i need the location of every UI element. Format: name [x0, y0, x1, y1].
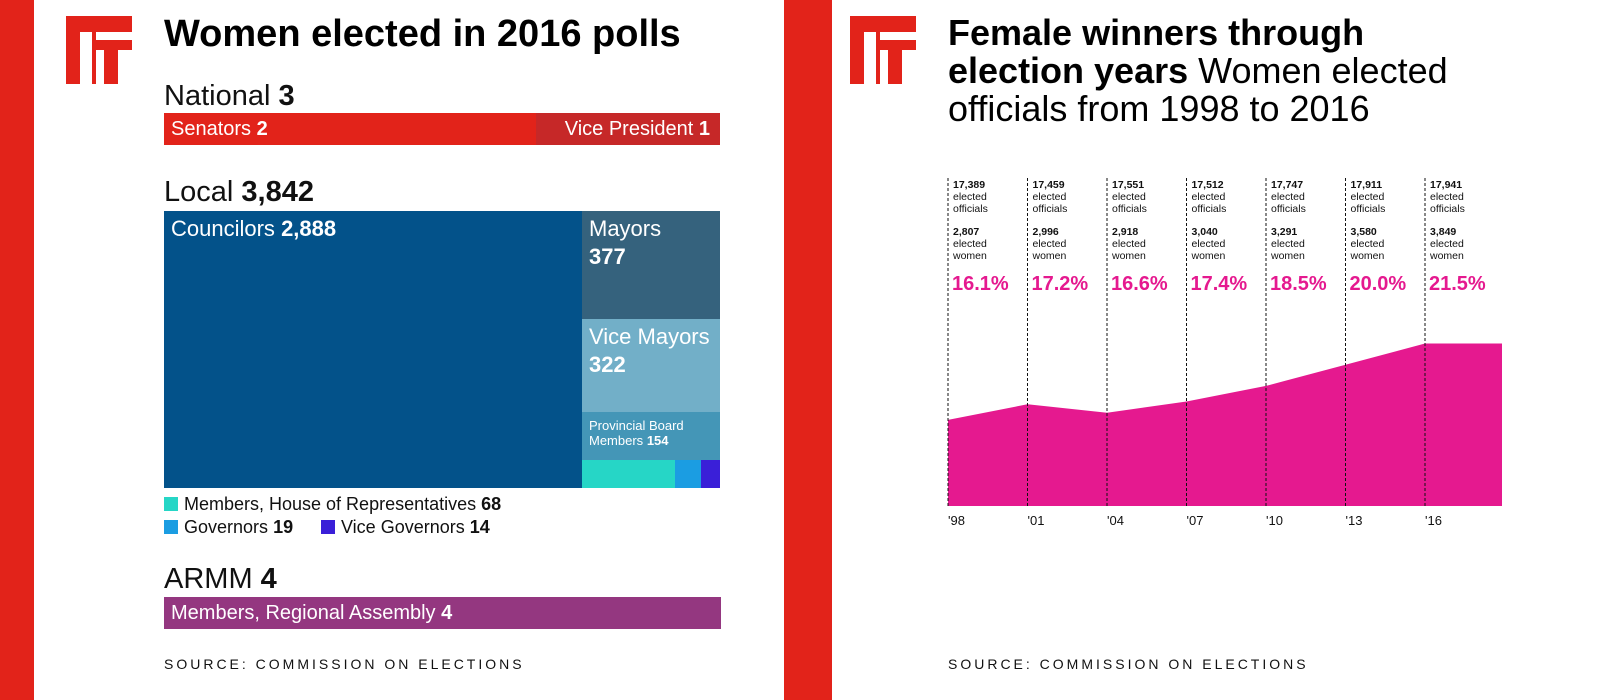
percent-label: 21.5%: [1429, 273, 1486, 295]
area-chart: 17,389electedofficials2,807electedwomen1…: [947, 178, 1502, 528]
x-tick-label: '10: [1266, 513, 1283, 528]
elected-officials-label: officials: [1351, 203, 1386, 215]
house-reps-block: [582, 460, 675, 488]
elected-officials-value: 17,459: [1033, 179, 1065, 191]
national-bar: Senators 2 Vice President 1: [164, 113, 720, 145]
elected-officials-label: officials: [1192, 203, 1227, 215]
x-tick-label: '98: [948, 513, 965, 528]
elected-officials-label: elected: [1351, 191, 1385, 203]
left-title: Women elected in 2016 polls: [164, 13, 681, 55]
elected-women-label: elected: [1351, 238, 1385, 250]
women-share-area: [948, 343, 1502, 506]
elected-women-label: women: [1032, 250, 1067, 262]
elected-officials-value: 17,389: [953, 179, 985, 191]
elected-women-label: elected: [1192, 238, 1226, 250]
armm-bar: Members, Regional Assembly 4: [164, 597, 721, 629]
elected-women-value: 3,291: [1271, 226, 1297, 238]
x-tick-label: '07: [1187, 513, 1204, 528]
x-tick-label: '01: [1028, 513, 1045, 528]
elected-women-label: women: [1111, 250, 1146, 262]
elected-officials-value: 17,512: [1192, 179, 1224, 191]
vice-president-label: Vice President 1: [564, 118, 710, 140]
elected-officials-label: elected: [1430, 191, 1464, 203]
elected-officials-label: officials: [1430, 203, 1465, 215]
elected-women-label: women: [1429, 250, 1464, 262]
regional-assembly-label: Members, Regional Assembly 4: [171, 602, 453, 624]
vice-mayors-block: Vice Mayors 322: [582, 319, 720, 412]
governors-block: [675, 460, 701, 488]
percent-label: 16.6%: [1111, 273, 1168, 295]
local-heading: Local 3,842: [164, 176, 314, 208]
provincial-board-label: Provincial Board Members 154: [589, 418, 684, 448]
senators-label: Senators 2: [171, 118, 268, 140]
publisher-logo: [850, 16, 916, 84]
left-red-border: [0, 0, 34, 700]
elected-officials-label: officials: [1033, 203, 1068, 215]
elected-officials-label: elected: [953, 191, 987, 203]
vice-governors-swatch: [321, 520, 335, 534]
elected-officials-label: elected: [1033, 191, 1067, 203]
elected-women-value: 2,918: [1112, 226, 1138, 238]
percent-label: 17.2%: [1032, 273, 1089, 295]
elected-officials-value: 17,747: [1271, 179, 1303, 191]
x-tick-label: '13: [1346, 513, 1363, 528]
percent-label: 20.0%: [1350, 273, 1407, 295]
elected-women-value: 3,040: [1192, 226, 1218, 238]
elected-officials-label: elected: [1192, 191, 1226, 203]
elected-officials-label: officials: [1112, 203, 1147, 215]
national-heading: National 3: [164, 80, 295, 112]
elected-officials-value: 17,941: [1430, 179, 1462, 191]
elected-officials-label: elected: [1271, 191, 1305, 203]
elected-women-label: elected: [953, 238, 987, 250]
elected-women-label: women: [1191, 250, 1226, 262]
right-source: SOURCE: COMMISSION ON ELECTIONS: [948, 656, 1309, 672]
elected-women-label: elected: [1112, 238, 1146, 250]
elected-women-value: 2,807: [953, 226, 979, 238]
senators-segment: [164, 113, 536, 145]
elected-officials-label: officials: [953, 203, 988, 215]
percent-label: 18.5%: [1270, 273, 1327, 295]
elected-officials-label: elected: [1112, 191, 1146, 203]
right-title: Female winners through election years Wo…: [948, 12, 1448, 129]
elected-women-value: 3,849: [1430, 226, 1456, 238]
mayors-label: Mayors 377: [589, 216, 662, 269]
elected-officials-label: officials: [1271, 203, 1306, 215]
vice-mayors-label: Vice Mayors 322: [589, 324, 710, 377]
left-source: SOURCE: COMMISSION ON ELECTIONS: [164, 656, 525, 672]
x-tick-label: '04: [1107, 513, 1124, 528]
house-reps-swatch: [164, 497, 178, 511]
percent-label: 17.4%: [1191, 273, 1248, 295]
elected-women-label: elected: [1430, 238, 1464, 250]
elected-officials-value: 17,911: [1351, 179, 1383, 191]
provincial-board-block: Provincial Board Members 154: [582, 412, 720, 460]
elected-women-label: women: [1350, 250, 1385, 262]
legend-governors: Governors 19: [164, 517, 293, 538]
left-infographic: Women elected in 2016 polls National 3 S…: [0, 0, 721, 700]
elected-women-label: women: [1270, 250, 1305, 262]
legend-house-reps: Members, House of Representatives 68: [164, 494, 501, 515]
elected-women-label: elected: [1271, 238, 1305, 250]
right-red-border: [784, 0, 832, 700]
right-infographic: Female winners through election years Wo…: [784, 0, 1600, 700]
elected-women-label: elected: [1033, 238, 1067, 250]
elected-officials-value: 17,551: [1112, 179, 1144, 191]
mayors-block: Mayors 377: [582, 211, 720, 319]
percent-label: 16.1%: [952, 273, 1009, 295]
armm-heading: ARMM 4: [164, 563, 277, 595]
elected-women-label: women: [952, 250, 987, 262]
elected-women-value: 2,996: [1033, 226, 1059, 238]
x-tick-label: '16: [1425, 513, 1442, 528]
vice-governors-block: [701, 460, 720, 488]
elected-women-value: 3,580: [1351, 226, 1377, 238]
councilors-block: Councilors 2,888: [164, 211, 582, 488]
councilors-label: Councilors 2,888: [171, 216, 337, 241]
publisher-logo: [66, 16, 132, 84]
governors-swatch: [164, 520, 178, 534]
legend-vice-governors: Vice Governors 14: [321, 517, 490, 538]
